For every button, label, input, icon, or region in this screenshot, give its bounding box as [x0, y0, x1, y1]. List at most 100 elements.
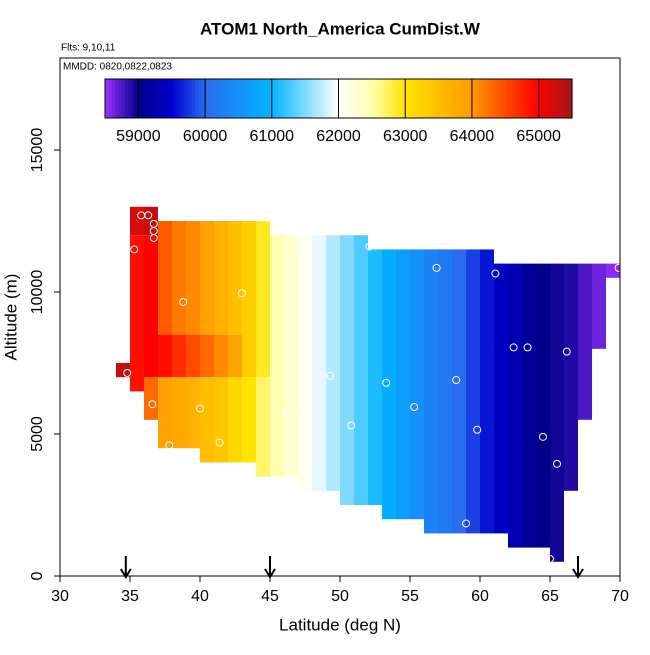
- heat-cell: [256, 221, 270, 378]
- heat-cell: [144, 235, 158, 378]
- flight-point: [149, 234, 158, 243]
- colorbar-segment: [191, 79, 196, 118]
- colorbar-segment: [335, 79, 340, 118]
- arrow: [119, 556, 132, 579]
- colorbar-segment: [455, 79, 460, 118]
- flight-point: [215, 438, 224, 447]
- colorbar-segment: [451, 79, 456, 118]
- heat-cell: [536, 263, 550, 548]
- colorbar-segment: [348, 79, 353, 118]
- colorbar-segment: [411, 79, 416, 118]
- colorbar-segment: [528, 79, 533, 118]
- heat-cell: [298, 235, 312, 491]
- colorbar-segment: [525, 79, 530, 118]
- colorbar-segment: [541, 79, 546, 118]
- subtitle: Flts: 9,10,11: [61, 43, 116, 54]
- colorbar-segment: [138, 79, 143, 118]
- colorbar-segment: [301, 79, 306, 118]
- flight-point: [196, 404, 204, 413]
- colorbar-segment: [428, 79, 433, 118]
- colorbar-segment: [405, 79, 410, 118]
- colorbar-segment: [361, 79, 366, 118]
- heat-cell: [284, 235, 298, 477]
- heat-cell: [242, 377, 256, 463]
- flight-point: [326, 371, 335, 380]
- heat-cell: [494, 263, 508, 534]
- colorbar-segment: [515, 79, 520, 118]
- heat-cell: [214, 221, 228, 335]
- colorbar-segment: [345, 79, 350, 118]
- colorbar-segment: [475, 79, 480, 118]
- flight-point: [365, 242, 374, 251]
- colorbar-segment: [108, 79, 113, 118]
- arrow-shape: [264, 556, 276, 579]
- chart-title: ATOM1 North_America CumDist.W: [200, 19, 481, 38]
- colorbar-segment: [505, 79, 510, 118]
- colorbar-tick-label: 65000: [516, 128, 561, 145]
- colorbar-segment: [141, 79, 146, 118]
- colorbar-segment: [161, 79, 166, 118]
- colorbar-segment: [325, 79, 330, 118]
- heat-cell: [424, 249, 438, 534]
- colorbar-segment: [155, 79, 159, 118]
- heat-cell: [158, 221, 172, 335]
- colorbar-segment: [341, 79, 346, 118]
- colorbar-segment: [531, 79, 536, 118]
- colorbar-segment: [561, 79, 566, 118]
- heat-cell: [396, 249, 410, 520]
- colorbar-segment: [205, 79, 210, 118]
- colorbar-segment: [198, 79, 203, 118]
- arrow-shape: [572, 556, 584, 579]
- flight-point: [523, 343, 532, 352]
- colorbar-segment: [125, 79, 129, 118]
- arrow-shape: [119, 556, 132, 579]
- colorbar-segment: [188, 79, 193, 118]
- heat-cell: [228, 221, 242, 335]
- heat-cell: [158, 377, 172, 449]
- colorbar-segment: [298, 79, 303, 118]
- colorbar-segment: [385, 79, 390, 118]
- colorbar-segment: [201, 79, 206, 118]
- colorbar-segment: [401, 79, 406, 118]
- colorbar-segment: [238, 79, 243, 118]
- colorbar-segment: [365, 79, 370, 118]
- colorbar-segment: [211, 79, 216, 118]
- heat-cell: [480, 249, 494, 534]
- colorbar-segment: [248, 79, 253, 118]
- flight-point: [462, 519, 470, 528]
- colorbar-segment: [408, 79, 413, 118]
- colorbar-segment: [268, 79, 273, 118]
- colorbar-segment: [551, 79, 556, 118]
- colorbar-segment: [121, 79, 126, 118]
- colorbar-segment: [521, 79, 526, 118]
- x-tick-label: 50: [331, 588, 349, 605]
- colorbar-segment: [315, 79, 320, 118]
- colorbar-segment: [128, 79, 133, 118]
- annotation: MMDD: 0820,0822,0823: [63, 62, 172, 73]
- flight-point: [123, 368, 132, 377]
- colorbar-segment: [171, 79, 176, 118]
- colorbar-segment: [115, 79, 119, 118]
- colorbar-segment: [175, 79, 179, 118]
- colorbar-tick-label: 59000: [116, 128, 161, 145]
- heat-cell: [438, 249, 452, 534]
- heat-cell: [326, 235, 340, 491]
- colorbar-segment: [271, 79, 276, 118]
- colorbar-segment: [181, 79, 186, 118]
- colorbar-segment: [195, 79, 199, 118]
- colorbar-segment: [285, 79, 290, 118]
- heat-cell: [186, 221, 200, 335]
- heat-cell: [116, 363, 130, 378]
- heat-cell: [508, 263, 522, 548]
- flight-point: [562, 347, 571, 356]
- heat-cell: [340, 235, 354, 506]
- colorbar-segment: [178, 79, 183, 118]
- flight-point: [553, 459, 561, 468]
- colorbar-segment: [321, 79, 326, 118]
- colorbar-segment: [228, 79, 233, 118]
- flight-point: [165, 441, 174, 450]
- colorbar-segment: [135, 79, 139, 118]
- x-tick-label: 40: [191, 588, 209, 605]
- y-tick-label: 15000: [29, 128, 46, 173]
- flight-point: [179, 297, 188, 306]
